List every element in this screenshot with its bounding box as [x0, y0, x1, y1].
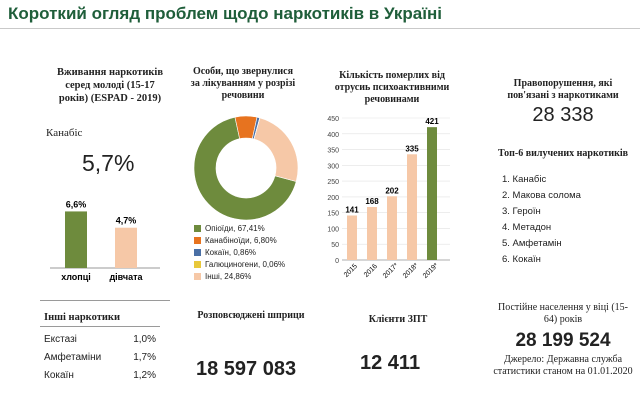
deaths-category-label: 2017*	[382, 262, 400, 280]
deaths-category-label: 2019*	[422, 262, 440, 280]
treatment-pie-chart	[193, 115, 299, 221]
seized-item: 4. Метадон	[502, 222, 552, 233]
other-drug-name: Амфетаміни	[44, 352, 102, 363]
legend-swatch	[194, 248, 201, 256]
syringes-heading: Розповсюджені шприци	[197, 310, 305, 321]
deaths-y-tick: 450	[327, 116, 339, 123]
legend-label: Опіоїди, 67,41%	[205, 223, 265, 233]
deaths-y-tick: 300	[327, 163, 339, 170]
population-value: 28 199 524	[515, 330, 611, 351]
other-drugs-divider	[40, 326, 160, 327]
offences-heading: Правопорушення, які пов'язані з наркотик…	[507, 78, 619, 101]
other-drug-row: Кокаїн 1,2%	[44, 370, 156, 388]
population-heading: Постійне населення у віці (15-64) років	[497, 302, 628, 325]
other-drug-row: Амфетаміни 1,7%	[44, 352, 156, 370]
other-drug-value: 1,2%	[133, 370, 156, 381]
deaths-bar	[347, 215, 357, 260]
treatment-heading: Особи, що звернулися за лікуванням у роз…	[190, 66, 296, 101]
deaths-bar-chart: 0 50 100 150 200 250 300 350 400 450 141 2015 168 201…	[327, 116, 450, 280]
deaths-bar	[427, 127, 437, 260]
ost-heading: Клієнти ЗПТ	[368, 314, 428, 325]
youth-bar-chart: 6,6% хлопці 4,7% дівчата	[50, 199, 160, 282]
pie-slice	[253, 117, 299, 182]
other-drug-name: Екстазі	[44, 334, 77, 345]
deaths-category-label: 2016	[363, 263, 379, 279]
youth-bar-label: 4,7%	[116, 216, 137, 226]
deaths-y-tick: 250	[327, 179, 339, 186]
deaths-category-label: 2018*	[402, 262, 420, 280]
seized-item: 6. Кокаїн	[502, 254, 541, 265]
legend-swatch	[194, 236, 201, 244]
legend-label: Інші, 24,86%	[205, 271, 252, 281]
bottom-divider	[40, 300, 170, 301]
page-title: Короткий огляд проблем щодо наркотиків в…	[8, 4, 442, 23]
legend-swatch	[194, 272, 201, 280]
seized-list: 1. Канабіс 2. Макова солома 3. Героїн 4. Ме…	[502, 174, 632, 270]
youth-substance: Канабіс	[46, 127, 83, 139]
youth-heading: Вживання наркотиків серед молоді (15-17 …	[57, 67, 163, 104]
other-drug-row: Екстазі 1,0%	[44, 334, 156, 352]
other-drugs-table: Екстазі 1,0% Амфетаміни 1,7% Кокаїн 1,2%	[44, 334, 156, 388]
title-divider	[0, 28, 640, 29]
ost-value: 12 411	[360, 352, 421, 374]
legend-entry: Канабіноїди, 6,80%	[194, 234, 304, 246]
youth-category-label: дівчата	[109, 272, 143, 282]
seized-item: 2. Макова солома	[502, 190, 581, 201]
population-source: Джерело: Державна служба статистики стан…	[493, 354, 633, 377]
deaths-y-tick: 100	[327, 226, 339, 233]
seized-item: 1. Канабіс	[502, 174, 547, 185]
deaths-bar-label: 335	[405, 144, 419, 153]
deaths-bar	[387, 196, 397, 260]
legend-swatch	[194, 260, 201, 268]
deaths-heading: Кількість померлих від отрусиь психоакти…	[334, 70, 450, 105]
youth-bar-label: 6,6%	[66, 199, 87, 209]
seized-item: 5. Амфетамін	[502, 238, 562, 249]
legend-entry: Опіоїди, 67,41%	[194, 222, 304, 234]
deaths-bar-label: 202	[385, 186, 399, 195]
deaths-bar	[367, 206, 377, 260]
legend-entry: Інші, 24,86%	[194, 270, 304, 282]
legend-swatch	[194, 224, 201, 232]
youth-bar	[115, 227, 137, 268]
deaths-y-tick: 0	[335, 258, 339, 265]
youth-category-label: хлопці	[61, 272, 91, 282]
legend-entry: Галюциногени, 0,06%	[194, 258, 304, 270]
pie-slice	[193, 116, 297, 221]
deaths-category-label: 2015	[343, 263, 359, 279]
syringes-value: 18 597 083	[196, 358, 297, 380]
deaths-bar-label: 421	[425, 117, 439, 126]
deaths-bar-label: 141	[345, 206, 359, 215]
youth-total-pct: 5,7%	[82, 150, 135, 176]
deaths-bar	[407, 154, 417, 260]
deaths-y-tick: 50	[331, 242, 339, 249]
deaths-bar-label: 168	[365, 197, 379, 206]
other-drug-value: 1,0%	[133, 334, 156, 345]
deaths-y-tick: 150	[327, 211, 339, 218]
other-drugs-heading: Інші наркотики	[44, 312, 121, 323]
youth-bar	[65, 211, 87, 268]
seized-item: 3. Героїн	[502, 206, 541, 217]
legend-entry: Кокаїн, 0,86%	[194, 246, 304, 258]
other-drug-name: Кокаїн	[44, 370, 74, 381]
treatment-legend: Опіоїди, 67,41% Канабіноїди, 6,80% Кокаїн,…	[194, 222, 304, 282]
offences-value: 28 338	[532, 104, 594, 126]
legend-label: Галюциногени, 0,06%	[205, 259, 286, 269]
deaths-y-tick: 350	[327, 148, 339, 155]
other-drug-value: 1,7%	[133, 352, 156, 363]
deaths-y-tick: 200	[327, 195, 339, 202]
legend-label: Канабіноїди, 6,80%	[205, 235, 277, 245]
deaths-y-tick: 400	[327, 132, 339, 139]
seized-heading: Топ-6 вилучених наркотиків	[497, 148, 629, 159]
legend-label: Кокаїн, 0,86%	[205, 247, 257, 257]
